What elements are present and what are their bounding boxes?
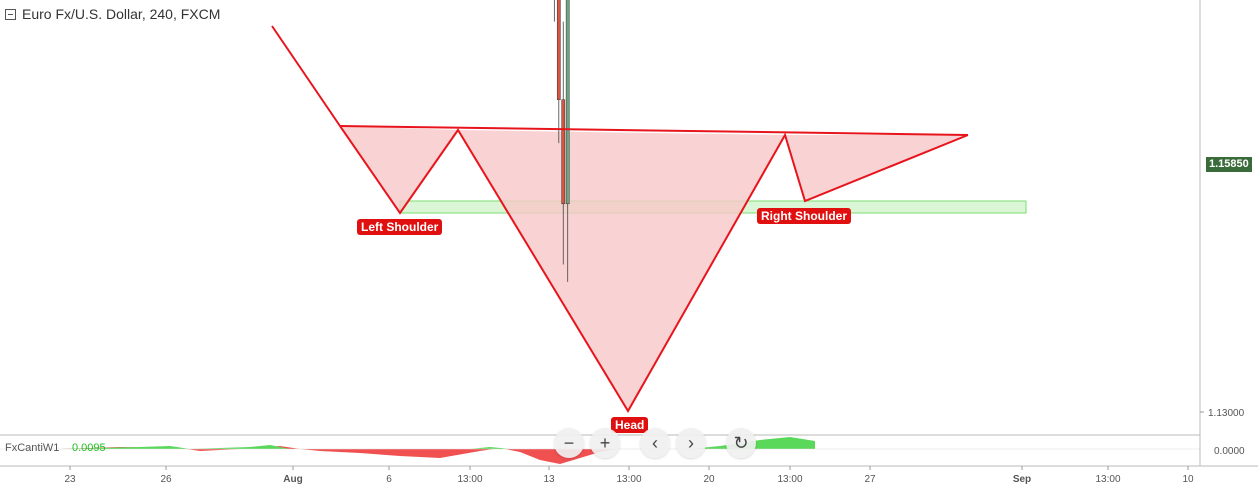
chart-title: Euro Fx/U.S. Dollar, 240, FXCM	[22, 6, 221, 22]
x-tick-label: 20	[703, 474, 715, 485]
indicator-label: FxCantiW1	[5, 442, 60, 454]
zoom-out-button[interactable]: −	[554, 428, 584, 458]
candle-body	[556, 0, 561, 100]
x-tick-label: Sep	[1013, 474, 1031, 485]
right-shoulder-label: Right Shoulder	[757, 208, 851, 224]
indicator-axis-label: 0.0000	[1214, 446, 1245, 457]
x-tick-label: 23	[64, 474, 76, 485]
x-tick-label: Aug	[283, 474, 302, 485]
candlestick-series	[553, 0, 570, 282]
head-fill	[458, 130, 785, 411]
pattern-zigzag-line	[339, 125, 969, 413]
y-tick-label: 1.13000	[1208, 408, 1245, 419]
head-shoulders-lines	[271, 25, 969, 413]
left-shoulder-label: Left Shoulder	[357, 219, 443, 235]
scroll-right-button[interactable]: ›	[676, 428, 706, 458]
x-tick-label: 6	[386, 474, 392, 485]
x-tick-label: 13:00	[457, 474, 482, 485]
neckline-top	[339, 125, 969, 136]
approach-trendline	[271, 25, 341, 127]
x-tick-label: 10	[1182, 474, 1194, 485]
candle-body	[565, 0, 570, 205]
last-price-tag: 1.15850	[1206, 157, 1252, 172]
indicator-positive-area	[60, 445, 510, 449]
head-shoulders-fill	[340, 126, 1027, 411]
x-tick-label: 13:00	[777, 474, 802, 485]
candle-body	[561, 99, 566, 205]
reset-chart-button[interactable]: ↻	[726, 428, 756, 458]
right-shoulder-fill	[785, 135, 968, 201]
left-shoulder-fill	[340, 126, 458, 213]
x-tick-label: 13:00	[1095, 474, 1120, 485]
x-tick-label: 26	[160, 474, 172, 485]
x-tick-label: 13	[543, 474, 555, 485]
indicator-negative-area	[60, 446, 660, 464]
x-tick-label: 13:00	[616, 474, 641, 485]
x-tick-label: 27	[864, 474, 876, 485]
head-label: Head	[611, 417, 649, 433]
collapse-toggle-icon[interactable]	[5, 9, 16, 20]
indicator-value: 0.0095	[72, 442, 106, 454]
scroll-left-button[interactable]: ‹	[640, 428, 670, 458]
zoom-in-button[interactable]: +	[590, 428, 620, 458]
